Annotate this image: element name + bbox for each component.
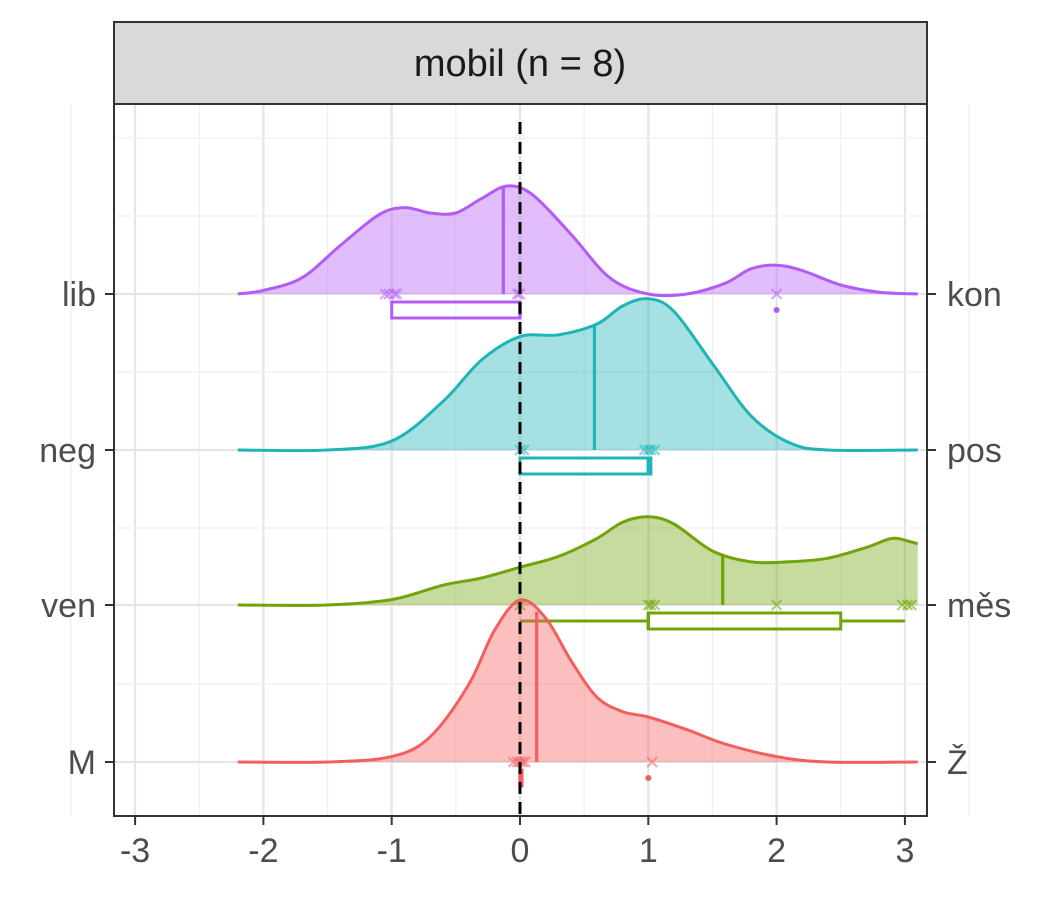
density-area bbox=[237, 516, 918, 606]
data-point bbox=[770, 288, 783, 300]
density-line bbox=[237, 184, 918, 298]
data-point bbox=[896, 599, 909, 611]
series-ven bbox=[237, 515, 919, 631]
axes: -3 -2 -1 0 1 2 3 lib kon neg pos ven měs M Ž bbox=[39, 276, 1011, 870]
data-point bbox=[379, 288, 391, 300]
data-point bbox=[770, 599, 783, 611]
density-line bbox=[237, 297, 918, 453]
facet-title: mobil (n = 8) bbox=[414, 43, 626, 85]
facet-strip bbox=[113, 21, 928, 105]
x-tick-label: 2 bbox=[767, 832, 786, 870]
series-lib bbox=[237, 184, 918, 320]
y-tick-label-right: pos bbox=[947, 432, 1002, 470]
data-point bbox=[901, 599, 914, 611]
density-line bbox=[237, 598, 918, 764]
density-line bbox=[237, 515, 919, 607]
y-tick-label-right: Ž bbox=[947, 744, 968, 782]
data-point bbox=[646, 756, 658, 768]
y-tick-label-left: ven bbox=[41, 587, 96, 625]
x-tick-label: -2 bbox=[248, 832, 278, 870]
outlier-dot bbox=[773, 307, 780, 313]
data-point bbox=[645, 599, 657, 611]
x-tick-label: 3 bbox=[895, 832, 914, 870]
data-point bbox=[649, 444, 661, 456]
y-tick-label-left: M bbox=[68, 744, 96, 782]
series-layer bbox=[237, 184, 919, 788]
data-point bbox=[519, 756, 531, 768]
outlier-dot bbox=[645, 775, 652, 781]
density-area bbox=[237, 185, 918, 296]
data-point bbox=[645, 444, 657, 456]
y-tick-label-left: neg bbox=[39, 432, 96, 470]
y-tick-label-right: měs bbox=[947, 587, 1011, 625]
x-tick-label: -1 bbox=[377, 832, 407, 870]
series-M bbox=[237, 598, 918, 788]
data-point bbox=[388, 288, 400, 300]
data-point bbox=[905, 599, 918, 611]
y-tick-label-left: lib bbox=[62, 276, 96, 314]
density-area bbox=[237, 599, 918, 763]
data-point bbox=[649, 599, 661, 611]
x-tick-label: -3 bbox=[120, 832, 150, 870]
y-tick-label-right: kon bbox=[947, 276, 1002, 314]
x-tick-label: 1 bbox=[639, 832, 658, 870]
x-tick-label: 0 bbox=[511, 832, 530, 870]
data-point bbox=[391, 288, 403, 300]
